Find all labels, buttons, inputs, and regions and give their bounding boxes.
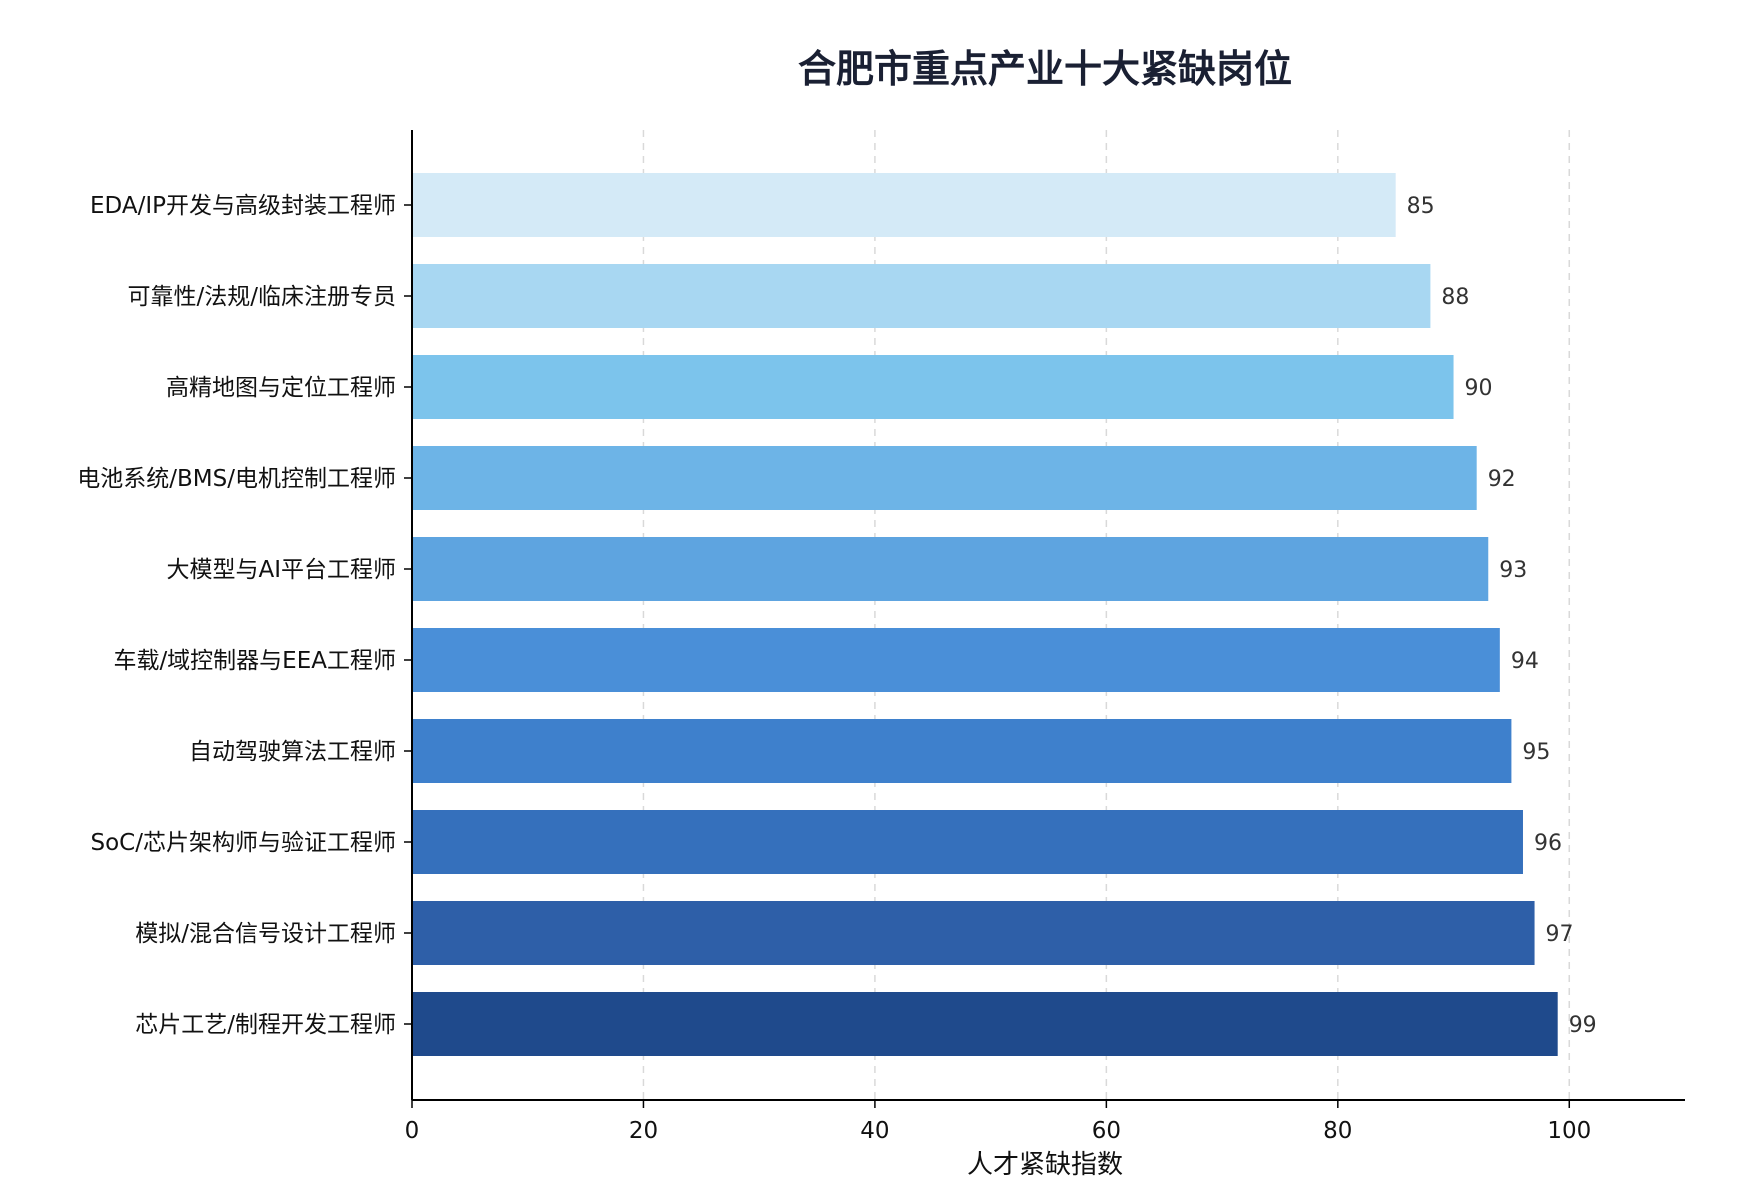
x-tick-label: 100 [1547,1118,1591,1144]
labels: 85 EDA/IP开发与高级封装工程师 88 可靠性/法规/临床注册专员 90 高精地图与… [77,193,1596,1144]
bar-value-label: 96 [1534,831,1562,856]
bar-value-label: 99 [1569,1013,1597,1038]
category-label: 车载/域控制器与EEA工程师 [113,648,396,674]
bar-value-label: 85 [1407,194,1435,219]
bars [412,173,1558,1056]
bar [412,264,1431,328]
category-label: 高精地图与定位工程师 [166,375,396,401]
x-tick-label: 40 [860,1118,889,1144]
bar-value-label: 88 [1441,285,1469,310]
category-label: 模拟/混合信号设计工程师 [135,921,396,947]
x-tick-label: 20 [629,1118,658,1144]
category-label: 大模型与AI平台工程师 [166,557,396,583]
bar [412,537,1489,601]
category-label: SoC/芯片架构师与验证工程师 [91,830,396,856]
x-tick-label: 0 [405,1118,420,1144]
bar [412,355,1454,419]
bar [412,173,1396,237]
chart-title: 合肥市重点产业十大紧缺岗位 [798,47,1292,91]
axes [404,130,1685,1108]
category-label: EDA/IP开发与高级封装工程师 [90,193,396,219]
x-axis-label: 人才紧缺指数 [967,1150,1123,1180]
category-label: 自动驾驶算法工程师 [189,739,396,765]
bar [412,901,1535,965]
bar [412,446,1477,510]
bar-value-label: 95 [1522,740,1550,765]
bar-value-label: 97 [1546,922,1574,947]
bar-value-label: 90 [1465,376,1493,401]
x-tick-label: 60 [1092,1118,1121,1144]
bar-value-label: 93 [1499,558,1527,583]
bar-value-label: 94 [1511,649,1539,674]
bar [412,810,1523,874]
category-label: 电池系统/BMS/电机控制工程师 [77,466,396,492]
bar [412,992,1558,1056]
bar-value-label: 92 [1488,467,1516,492]
bar [412,719,1512,783]
x-tick-label: 80 [1323,1118,1352,1144]
bar [412,628,1500,692]
category-label: 芯片工艺/制程开发工程师 [135,1012,396,1038]
category-label: 可靠性/法规/临床注册专员 [128,284,397,310]
